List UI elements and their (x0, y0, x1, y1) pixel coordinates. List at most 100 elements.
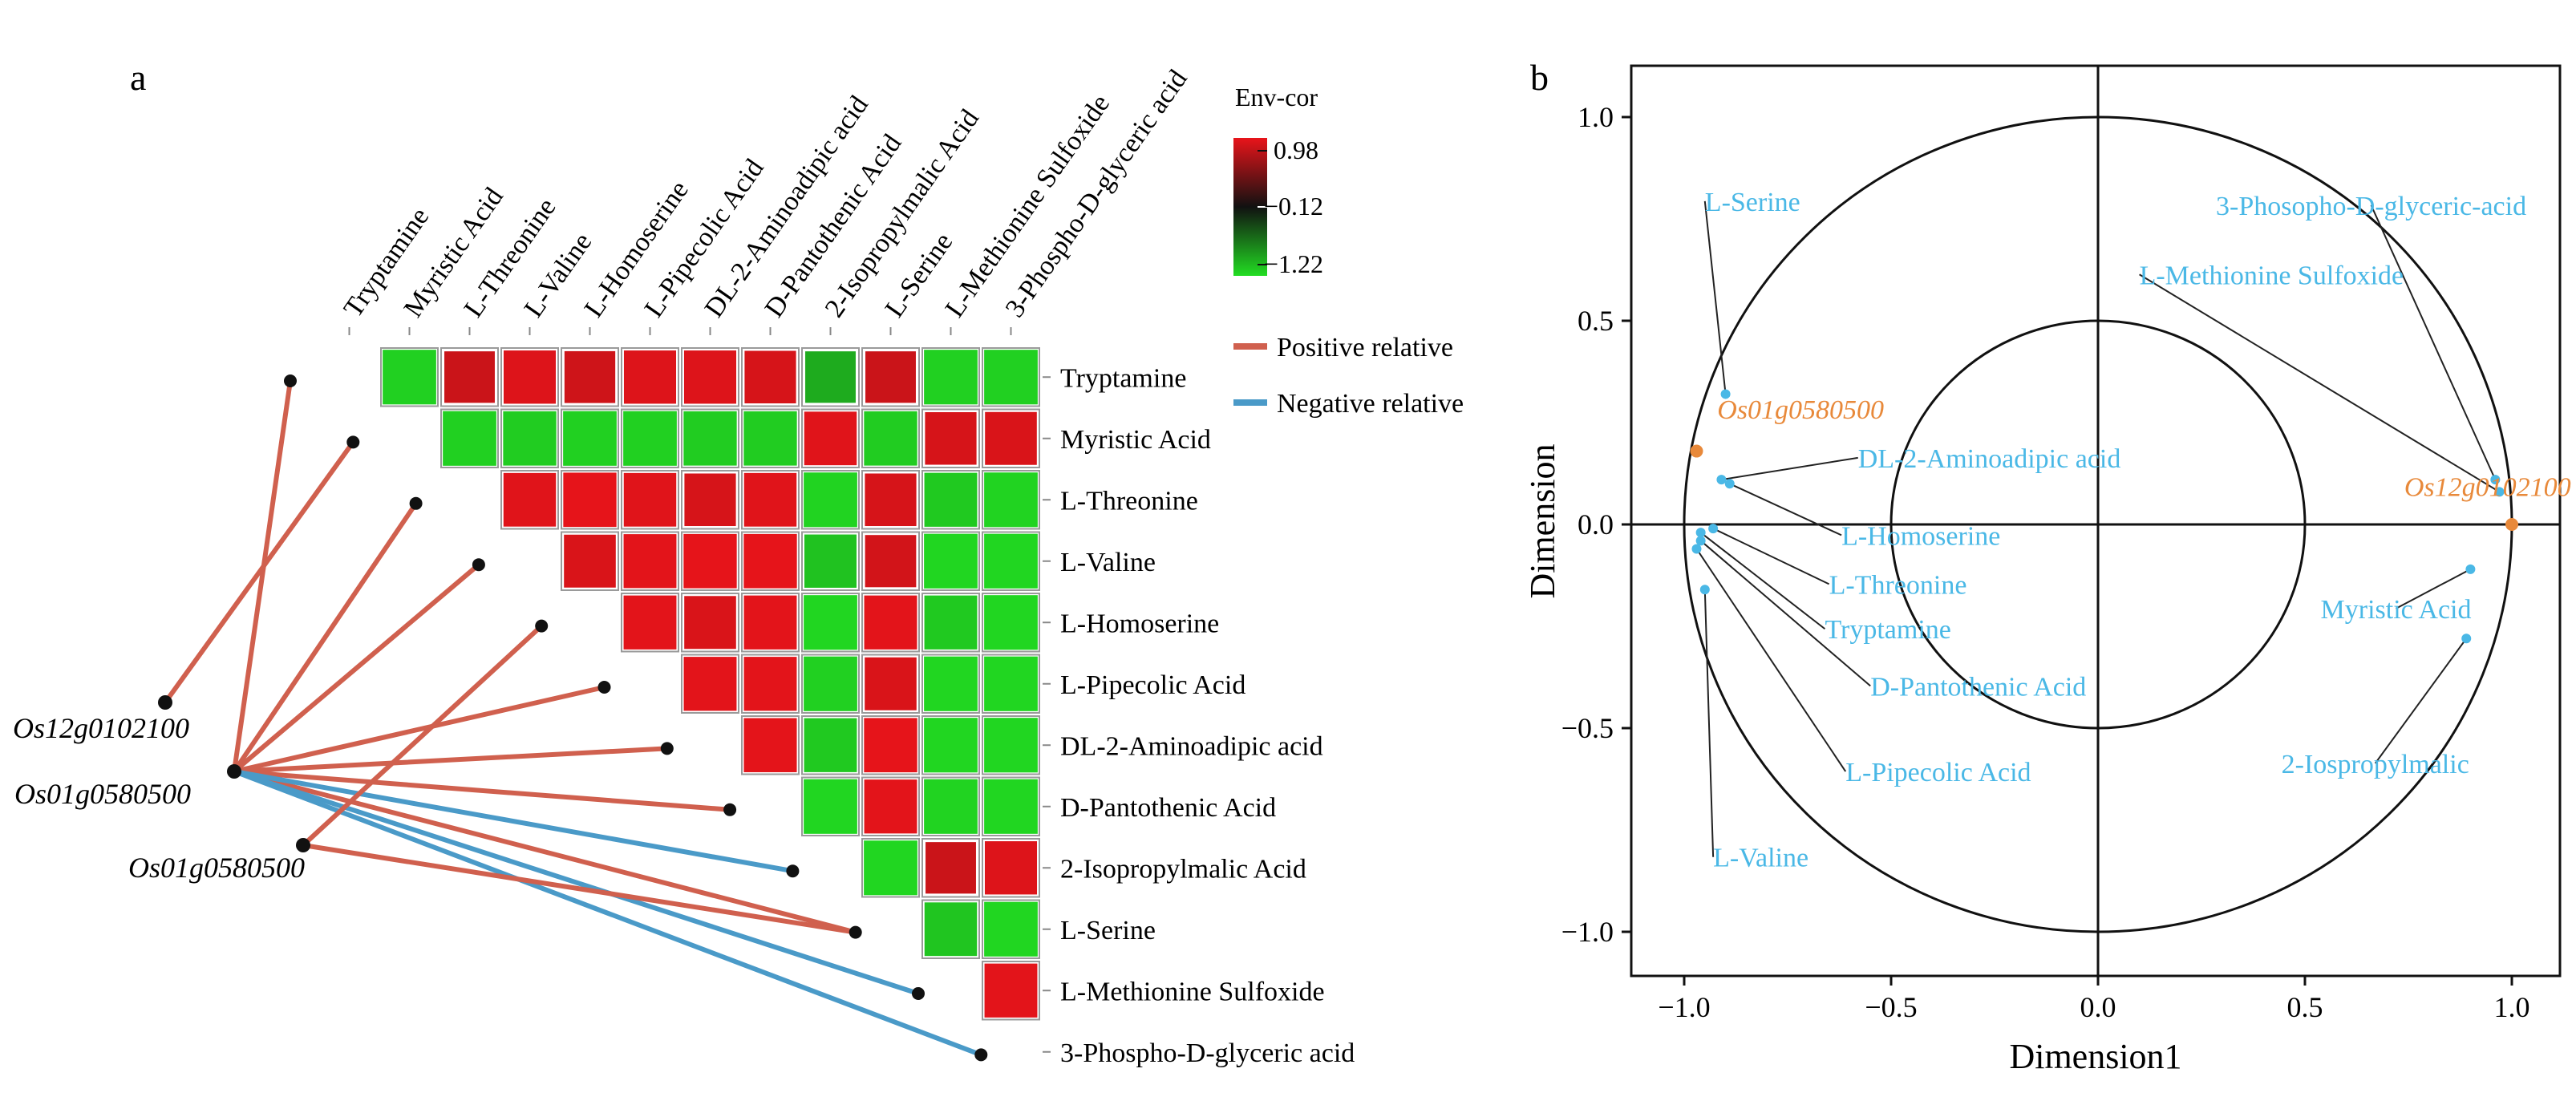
heatmap-cell-frame (741, 654, 800, 714)
heatmap-cell-frame (861, 776, 920, 836)
positive-relation-link (301, 843, 858, 935)
heatmap-cell (683, 657, 737, 711)
leader-line (1700, 532, 1826, 630)
heatmap-cell-frame (982, 838, 1040, 898)
heatmap-cell-frame (861, 408, 920, 468)
heatmap-cell (984, 779, 1038, 834)
y-tick-label: 0.0 (1578, 508, 1614, 540)
leader-line (1695, 548, 1847, 772)
point-label-l-pipecolic-acid: L-Pipecolic Acid (1845, 758, 2031, 787)
positive-relation-link (232, 769, 858, 935)
heatmap-cell-frame (921, 408, 980, 468)
heatmap-cell (804, 534, 857, 588)
point-l-valine (1699, 585, 1710, 595)
metabolite-node-l-threonine (409, 496, 423, 510)
heatmap-cell-frame (921, 899, 980, 959)
gene-node (227, 764, 241, 779)
point-d-pantothenic-acid (1695, 536, 1706, 546)
heatmap-cell (684, 596, 736, 650)
gene-label-os12g0102100: Os12g0102100 (13, 712, 189, 744)
leader-line (1699, 540, 1871, 687)
gene-label-os01g0580500: Os01g0580500 (14, 778, 191, 810)
heatmap-cell-frame (741, 593, 800, 653)
heatmap-cell-frame (861, 593, 920, 653)
heatmap-cell (984, 718, 1038, 773)
heatmap-cell (924, 902, 978, 957)
x-tick-label: 1.0 (2494, 991, 2530, 1023)
heatmap-cell (984, 963, 1038, 1018)
heatmap-cell-frame (741, 408, 800, 468)
heatmap-cell-frame (982, 408, 1040, 468)
heatmap-cell-frame (982, 899, 1040, 959)
panel-b-letter: b (1530, 57, 1549, 98)
panel-a-correlation-heatmap: a Tryptamine Myristic Acid L-Threonine L-Va… (13, 57, 1464, 1068)
point-label-dl-2-aminoadipic-acid: DL-2-Aminoadipic acid (1858, 444, 2121, 474)
positive-relative-label: Positive relative (1277, 333, 1453, 362)
row-label-tryptamine: Tryptamine (1060, 363, 1186, 393)
heatmap-cell-frame (741, 347, 800, 407)
metabolite-node-d-pantothenic-acid (723, 803, 737, 816)
heatmap-cell (805, 351, 856, 403)
point-myristic-acid (2465, 564, 2476, 574)
row-label-3-phospho-d-glyceric-acid: 3-Phospho-D-glyceric acid (1060, 1038, 1355, 1068)
gene-node (158, 695, 172, 710)
heatmap-cell (383, 350, 436, 405)
heatmap-cell-frame (741, 470, 800, 530)
positive-relation-link (301, 623, 545, 848)
heatmap-cell (804, 411, 857, 466)
x-tick-label: −1.0 (1658, 991, 1710, 1023)
heatmap-cell (804, 595, 857, 650)
heatmap-row-labels: Tryptamine Myristic Acid L-Threonine L-Vali… (1043, 363, 1355, 1068)
heatmap-cell-frame (921, 715, 980, 775)
heatmap-cell-frame (500, 408, 559, 468)
heatmap-cell (925, 411, 977, 465)
row-label-2-isopropylmalic-acid: 2-Isopropylmalic Acid (1060, 854, 1306, 884)
positive-relation-link (232, 746, 670, 774)
heatmap-cell (865, 351, 916, 403)
heatmap-cell-frame (681, 654, 739, 714)
heatmap-cell (924, 472, 978, 527)
gene-label-os01g0580500: Os01g0580500 (128, 852, 305, 884)
point-l-pipecolic-acid (1691, 544, 1702, 554)
heatmap-cell-frame (861, 838, 920, 898)
scatter-points (1690, 389, 2518, 644)
heatmap-cell (864, 411, 917, 466)
heatmap-cell-frame (921, 654, 980, 714)
heatmap-cell (865, 657, 917, 710)
heatmap-cell-frame (801, 776, 860, 836)
negative-relation-link (232, 769, 796, 874)
heatmap-cell-frame (621, 593, 679, 653)
metabolite-node-tryptamine (284, 374, 297, 387)
heatmap-cell (804, 656, 857, 711)
scatter-point-labels: L-Serine Os01g0580500 DL-2-Aminoadipic aci… (1705, 188, 2571, 873)
axis-ticks: −1.0 −0.5 0.0 0.5 1.0 1.0 0.5 0.0 −0.5 −1.0 (1561, 101, 2530, 1023)
heatmap-cell (984, 656, 1038, 711)
row-label-l-pipecolic-acid: L-Pipecolic Acid (1060, 670, 1245, 700)
relation-legend: Positive relative Negative relative (1233, 333, 1464, 419)
heatmap-cell (563, 472, 617, 528)
heatmap-cell (683, 411, 737, 466)
row-label-d-pantothenic-acid: D-Pantothenic Acid (1060, 793, 1276, 823)
metabolite-node-3-phospho-d-glyceric-acid (974, 1048, 988, 1062)
leader-line (2374, 638, 2468, 764)
x-tick-label: 0.5 (2287, 991, 2323, 1023)
negative-relative-label: Negative relative (1277, 389, 1464, 419)
heatmap-cell-frame (921, 593, 980, 653)
positive-relation-link (232, 769, 733, 812)
y-tick-label: 0.5 (1578, 305, 1614, 337)
row-label-l-serine: L-Serine (1060, 916, 1156, 945)
heatmap-cell (865, 535, 917, 588)
heatmap-cell (623, 350, 677, 404)
leader-line (2396, 568, 2471, 609)
leader-line (1729, 483, 1842, 536)
heatmap-cell-frame (982, 961, 1040, 1021)
y-axis-label: Dimension (1523, 443, 1562, 598)
heatmap-cell (924, 779, 978, 834)
row-label-myristic-acid: Myristic Acid (1060, 425, 1211, 455)
x-tick-label: −0.5 (1865, 991, 1917, 1023)
point-os01g0580500 (1690, 444, 1703, 458)
heatmap-cell-frame (982, 654, 1040, 714)
heatmap-cell-frame (440, 347, 499, 407)
heatmap-cell-frame (801, 715, 860, 775)
